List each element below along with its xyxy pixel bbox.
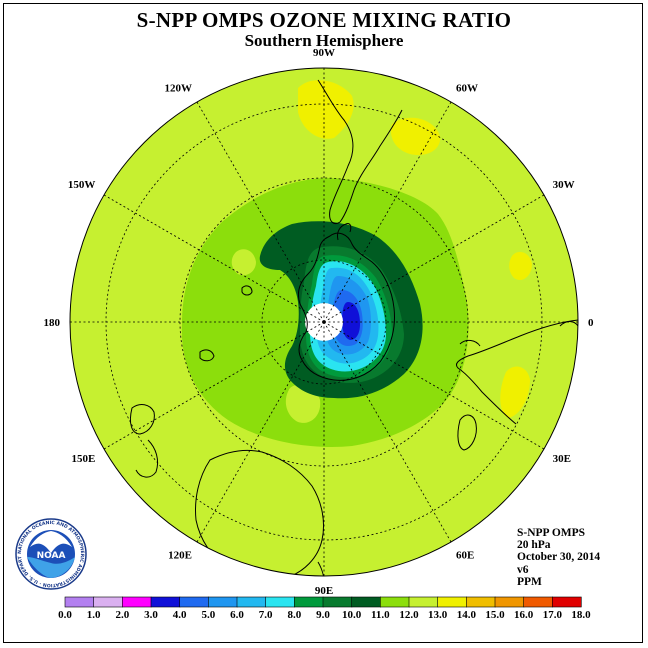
meridian-line — [323, 194, 545, 323]
info-version: v6 — [517, 563, 529, 576]
longitude-labels: 0 30E 60E 90E 120E 150E 180 150W 120W 90W 60W 30W — [44, 47, 595, 597]
meridian-line — [323, 321, 452, 543]
longitude-label: 90E — [315, 585, 333, 597]
longitude-label: 0 — [588, 317, 594, 329]
meridian-line — [196, 101, 325, 323]
noaa-logo: NATIONAL OCEANIC AND ATMOSPHERIC ADMINIS… — [14, 517, 87, 590]
ozone-contour-12-inner — [231, 249, 256, 276]
meridian-line — [323, 101, 452, 323]
map-title: S-NPP OMPS OZONE MIXING RATIO — [136, 8, 512, 32]
ozone-contour-12-13-patch — [298, 80, 354, 139]
ozone-contour-12-13-patch — [509, 251, 532, 281]
info-instrument: S-NPP OMPS — [517, 527, 586, 539]
image-frame — [3, 3, 643, 643]
longitude-label: 180 — [44, 317, 61, 329]
info-level: 20 hPa — [517, 539, 551, 552]
ozone-contour-3 — [342, 302, 360, 340]
longitude-label: 120W — [165, 82, 193, 94]
longitude-label: 30E — [553, 453, 571, 465]
latitude-circle — [261, 259, 387, 385]
meridian-line — [103, 321, 325, 450]
info-units: PPM — [517, 575, 542, 588]
product-info: S-NPP OMPS 20 hPa October 30, 2014 v6 PP… — [517, 527, 600, 588]
longitude-label: 60W — [456, 82, 478, 94]
map-subtitle: Southern Hemisphere — [244, 31, 404, 50]
map-boundary-circle — [69, 67, 579, 577]
info-date: October 30, 2014 — [517, 551, 601, 564]
longitude-label: 30W — [553, 179, 575, 191]
longitude-label: 90W — [313, 47, 335, 59]
longitude-label: 150W — [68, 179, 96, 191]
meridian-line — [196, 321, 325, 543]
noaa-logo-text: NOAA — [37, 551, 66, 561]
ozone-contour-12-13-patch — [390, 117, 441, 156]
ozone-contour-12-13-patch — [500, 366, 530, 418]
longitude-label: 120E — [168, 550, 192, 562]
meridian-line — [323, 321, 545, 450]
meridian-line — [103, 194, 325, 323]
longitude-label: 60E — [456, 550, 474, 562]
longitude-label: 150E — [72, 453, 96, 465]
graticule — [70, 68, 578, 576]
